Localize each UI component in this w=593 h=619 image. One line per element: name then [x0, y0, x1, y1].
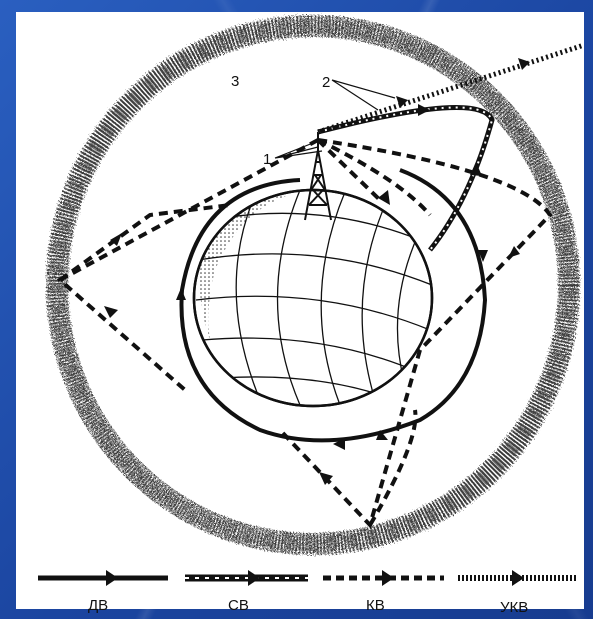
ionosphere-label: 3	[231, 73, 239, 90]
legend-item-short-wave: КВ	[323, 570, 444, 614]
ionosphere-layer	[46, 15, 580, 555]
short-wave-arrows	[104, 190, 520, 485]
ultra-short-wave-arrows	[396, 58, 530, 108]
legend-label-medium-wave: СВ	[228, 597, 249, 614]
long-wave-arrows	[176, 250, 488, 450]
transmitter-label: 1	[263, 151, 271, 168]
legend-item-ultra-short-wave: УКВ	[458, 570, 576, 616]
long-wave-path	[179, 168, 488, 443]
short-wave-path	[56, 138, 553, 529]
legend-item-medium-wave: СВ	[185, 570, 308, 614]
ultra-short-wave-path	[317, 42, 585, 135]
legend-label-short-wave: КВ	[366, 597, 385, 614]
label-leaders	[274, 79, 396, 159]
legend: ДВ СВ КВ УКВ	[38, 570, 576, 616]
legend-item-long-wave: ДВ	[38, 570, 168, 614]
satellite-path-label: 2	[322, 74, 330, 91]
medium-wave-arrows	[418, 104, 482, 176]
legend-label-ultra-short-wave: УКВ	[500, 599, 528, 616]
medium-wave-dots	[317, 106, 494, 251]
legend-label-long-wave: ДВ	[88, 597, 108, 614]
earth-globe	[192, 188, 434, 408]
